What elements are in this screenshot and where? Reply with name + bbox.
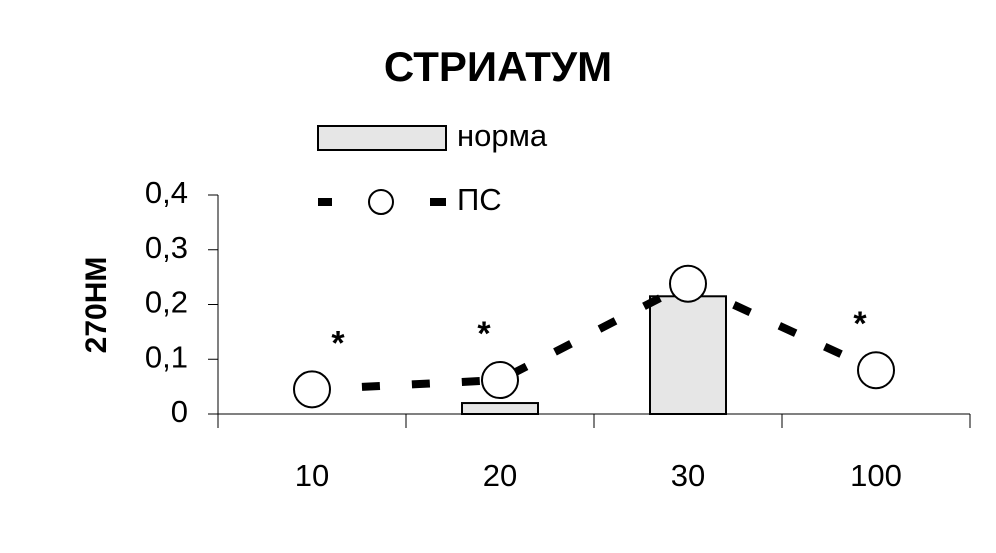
y-tick-label: 0,2 [145,285,188,320]
line [311,279,878,394]
annotation: * [477,315,491,353]
point [293,370,331,409]
y-tick-label: 0,3 [145,230,188,265]
x-tick-label: 100 [850,458,902,493]
y-tick-label: 0 [171,394,188,429]
x-tick-label: 20 [483,458,517,493]
x-tick-label: 30 [671,458,705,493]
y-tick-label: 0,1 [145,339,188,374]
point [857,351,895,390]
annotation: * [853,305,867,343]
bar [649,295,727,416]
point [669,264,707,303]
legend-swatch [317,125,447,151]
annotation: * [331,324,345,362]
legend-label: ПС [457,182,502,217]
y-axis-label: 270НМ [80,257,113,354]
bar [461,402,539,415]
point [481,361,519,400]
chart-title: СТРИАТУМ [384,43,612,90]
y-tick-label: 0,4 [145,175,188,210]
x-tick-label: 10 [295,458,329,493]
legend-swatch [368,189,394,215]
legend-label: норма [457,118,548,153]
